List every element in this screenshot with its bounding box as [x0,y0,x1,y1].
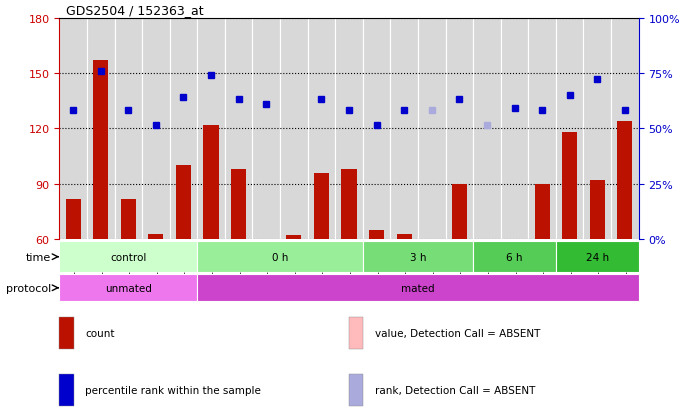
Text: unmated: unmated [105,283,151,293]
Bar [562,133,577,240]
Bar [590,180,605,240]
Bar [556,19,584,240]
Text: count: count [85,328,115,338]
Bar [198,19,225,240]
Text: 6 h: 6 h [506,252,523,262]
Bar [198,242,363,273]
Bar [349,374,364,406]
Text: 24 h: 24 h [586,252,609,262]
Bar [59,374,74,406]
Bar [452,184,467,240]
Bar [253,19,280,240]
Bar [349,317,364,349]
Bar [445,19,473,240]
Bar [59,275,198,301]
Bar [473,242,556,273]
Text: time: time [26,252,51,262]
Bar [584,19,611,240]
Bar [418,19,445,240]
Bar [335,19,363,240]
Bar [308,19,335,240]
Bar [528,19,556,240]
Bar [396,234,412,240]
Bar [473,19,500,240]
Bar [148,234,163,240]
Bar [390,19,418,240]
Bar [87,19,114,240]
Bar [369,230,384,240]
Bar [280,19,308,240]
Bar [114,19,142,240]
Bar [363,19,390,240]
Bar [198,275,639,301]
Bar [231,170,246,240]
Bar [611,19,639,240]
Bar [93,61,108,240]
Text: 3 h: 3 h [410,252,426,262]
Bar [314,173,329,240]
Text: value, Detection Call = ABSENT: value, Detection Call = ABSENT [375,328,540,338]
Text: protocol: protocol [6,283,51,293]
Text: rank, Detection Call = ABSENT: rank, Detection Call = ABSENT [375,385,535,395]
Text: control: control [110,252,147,262]
Bar [363,242,473,273]
Bar [225,19,253,240]
Bar [556,242,639,273]
Bar [204,126,218,240]
Text: percentile rank within the sample: percentile rank within the sample [85,385,261,395]
Bar [341,170,357,240]
Text: GDS2504 / 152363_at: GDS2504 / 152363_at [66,4,204,17]
Bar [121,199,136,240]
Bar [66,199,81,240]
Bar [617,122,632,240]
Text: mated: mated [401,283,435,293]
Bar [286,236,302,240]
Bar [142,19,170,240]
Bar [59,317,74,349]
Bar [170,19,198,240]
Bar [176,166,191,240]
Bar [500,19,528,240]
Bar [59,242,198,273]
Text: 0 h: 0 h [272,252,288,262]
Bar [535,184,550,240]
Bar [59,19,87,240]
